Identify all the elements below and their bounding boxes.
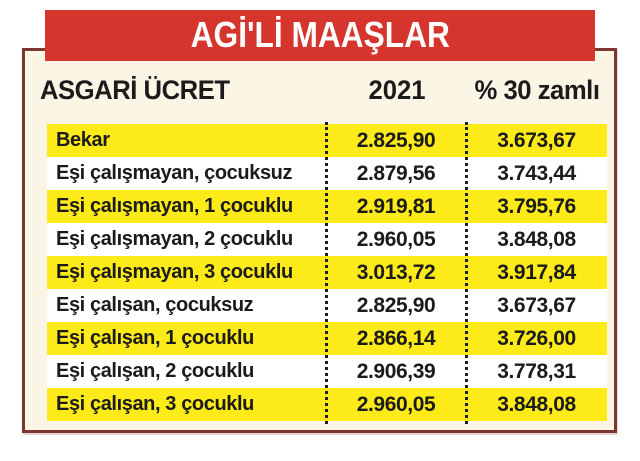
column-header-category: ASGARİ ÜCRET — [40, 74, 230, 105]
row-label: Eşi çalışan, çocuksuz — [56, 294, 254, 316]
row-label: Eşi çalışan, 1 çocuklu — [56, 327, 254, 349]
value-2021: 3.013,72 — [356, 260, 436, 284]
value-2021: 2.960,05 — [356, 227, 436, 251]
row-label: Eşi çalışmayan, 1 çocuklu — [56, 195, 293, 217]
value-zamli: 3.848,08 — [497, 392, 576, 416]
value-2021: 2.879,56 — [356, 161, 436, 185]
value-zamli: 3.743,44 — [497, 161, 576, 185]
row-label: Eşi çalışan, 2 çocuklu — [56, 360, 254, 382]
row-label: Eşi çalışmayan, 2 çocuklu — [56, 228, 293, 250]
value-2021: 2.919,81 — [356, 194, 436, 218]
value-zamli: 3.673,67 — [497, 128, 576, 152]
column-separator-dotted-1 — [325, 122, 328, 424]
table-box: ASGARİ ÜCRET 2021 % 30 zamlı Bekar 2.825,… — [22, 48, 617, 433]
value-zamli: 3.778,31 — [497, 359, 576, 383]
row-label: Bekar — [56, 129, 110, 151]
value-zamli: 3.795,76 — [497, 194, 576, 218]
value-2021: 2.906,39 — [356, 359, 436, 383]
value-zamli: 3.848,08 — [497, 227, 576, 251]
column-separator-dotted-2 — [465, 122, 468, 424]
column-header-zamli: % 30 zamlı — [474, 74, 600, 105]
value-2021: 2.825,90 — [356, 293, 436, 317]
row-label: Eşi çalışmayan, 3 çocuklu — [56, 261, 293, 283]
title-banner: AGİ'Lİ MAAŞLAR — [45, 10, 595, 61]
value-zamli: 3.673,67 — [497, 293, 576, 317]
row-label: Eşi çalışan, 3 çocuklu — [56, 393, 254, 415]
table-body: Bekar 2.825,90 3.673,67 Eşi çalışmayan, çoc… — [47, 122, 607, 424]
table-header-row: ASGARİ ÜCRET 2021 % 30 zamlı — [40, 72, 607, 108]
value-2021: 2.825,90 — [356, 128, 436, 152]
value-zamli: 3.917,84 — [497, 260, 576, 284]
row-label: Eşi çalışmayan, çocuksuz — [56, 162, 293, 184]
page-title: AGİ'Lİ MAAŞLAR — [190, 13, 450, 55]
column-header-2021: 2021 — [368, 74, 426, 105]
value-2021: 2.960,05 — [356, 392, 436, 416]
value-zamli: 3.726,00 — [497, 326, 576, 350]
value-2021: 2.866,14 — [356, 326, 436, 350]
table-row: Eşi çalışmayan, 2 çocuklu 2.960,05 3.848,0… — [47, 223, 607, 256]
